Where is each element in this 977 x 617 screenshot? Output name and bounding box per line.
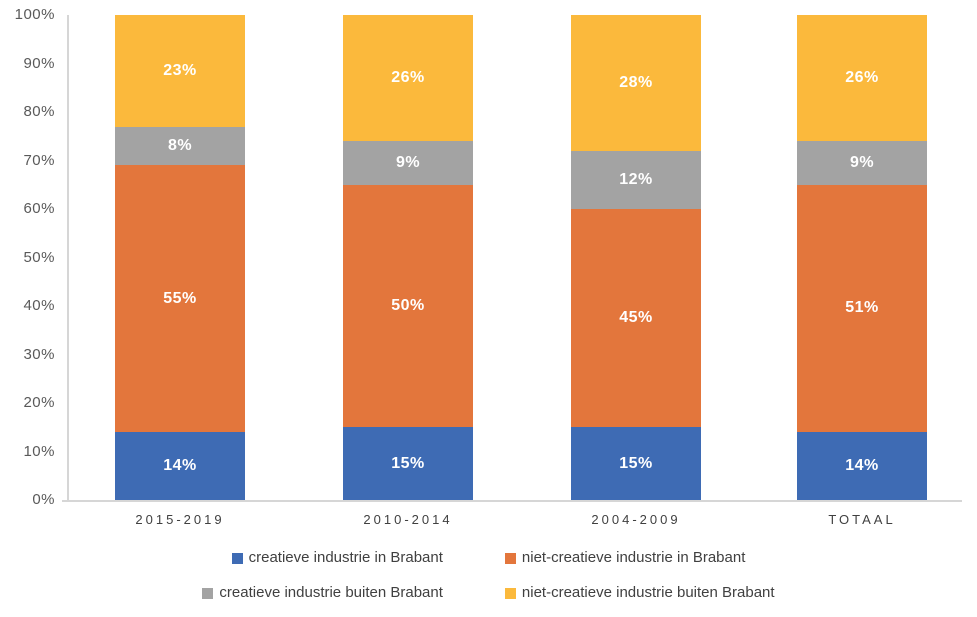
bar-data-label: 45% — [619, 309, 653, 327]
legend-item-series-1: creatieve industrie in Brabant — [231, 547, 443, 569]
bar-data-label: 15% — [391, 454, 425, 472]
bar-data-label: 26% — [391, 69, 425, 87]
y-axis-tick-label: 70% — [23, 151, 55, 169]
bar-totaal: 14% 51% 9% 26% — [797, 15, 927, 500]
bar-segment-series-1: 15% — [343, 427, 473, 500]
bar-data-label: 8% — [167, 136, 193, 154]
bar-segment-series-4: 28% — [571, 15, 701, 151]
x-axis: 2015-2019 2010-2014 2004-2009 TOTAAL — [0, 509, 977, 531]
y-axis: 0% 10% 20% 30% 40% 50% 60% 70% 80% 90% 100% — [0, 6, 55, 508]
bar-data-label: 23% — [163, 61, 197, 79]
x-axis-category-label: 2004-2009 — [591, 512, 681, 527]
y-axis-tick-label: 100% — [14, 6, 55, 23]
bar-2004-2009: 15% 45% 12% 28% — [571, 15, 701, 500]
bar-segment-series-2: 55% — [115, 165, 245, 433]
plot-area: 14% 55% 8% 23% 15% 50% 9% 26% 15% 45% 12% 28% 14% 51%… — [62, 15, 962, 502]
legend-swatch-icon — [504, 552, 516, 564]
bar-data-label: 12% — [619, 170, 653, 188]
legend-label: creatieve industrie buiten Brabant — [219, 584, 443, 601]
bar-segment-series-3: 9% — [343, 141, 473, 185]
legend-item-series-3: creatieve industrie buiten Brabant — [202, 582, 443, 604]
y-axis-tick-label: 50% — [23, 248, 55, 266]
legend-row-1: creatieve industrie in Brabant niet-creat… — [0, 547, 977, 569]
x-axis-category-label: 2015-2019 — [135, 512, 225, 527]
y-axis-tick-label: 40% — [23, 297, 55, 314]
bar-segment-series-3: 12% — [571, 150, 701, 209]
bar-segment-series-1: 14% — [115, 432, 245, 500]
bar-data-label: 50% — [391, 297, 425, 314]
legend-label: creatieve industrie in Brabant — [248, 549, 443, 566]
bar-segment-series-1: 14% — [797, 432, 927, 500]
y-axis-tick-label: 60% — [23, 200, 55, 217]
y-axis-line — [67, 15, 69, 502]
legend-label: niet-creatieve industrie in Brabant — [521, 549, 746, 566]
legend-row-2: creatieve industrie buiten Brabant niet-c… — [0, 582, 977, 604]
bar-data-label: 55% — [163, 289, 197, 307]
bar-segment-series-4: 26% — [797, 15, 927, 142]
bar-segment-series-2: 45% — [571, 209, 701, 428]
bar-data-label: 15% — [619, 454, 653, 472]
legend-swatch-icon — [231, 552, 243, 564]
y-axis-tick-label: 80% — [23, 103, 55, 120]
x-axis-category-label: TOTAAL — [828, 512, 896, 527]
bar-data-label: 51% — [845, 299, 879, 317]
bar-data-label: 9% — [395, 153, 421, 171]
bar-data-label: 14% — [163, 457, 197, 475]
legend-item-series-2: niet-creatieve industrie in Brabant — [504, 547, 746, 569]
bar-segment-series-2: 51% — [797, 184, 927, 433]
bar-data-label: 28% — [619, 73, 653, 91]
bar-2015-2019: 14% 55% 8% 23% — [115, 15, 245, 500]
y-axis-tick-label: 0% — [32, 491, 55, 508]
legend-swatch-icon — [504, 587, 516, 599]
y-axis-tick-label: 30% — [23, 345, 55, 363]
bar-segment-series-1: 15% — [571, 427, 701, 500]
bar-segment-series-3: 8% — [115, 126, 245, 166]
bar-data-label: 9% — [849, 153, 875, 171]
bar-segment-series-3: 9% — [797, 141, 927, 185]
legend-item-series-4: niet-creatieve industrie buiten Brabant — [504, 582, 775, 604]
bar-segment-series-4: 23% — [115, 15, 245, 127]
y-axis-tick-label: 10% — [23, 442, 55, 460]
x-axis-line — [62, 500, 962, 502]
legend-label: niet-creatieve industrie buiten Brabant — [521, 584, 775, 601]
bar-segment-series-2: 50% — [343, 184, 473, 428]
bar-2010-2014: 15% 50% 9% 26% — [343, 15, 473, 500]
y-axis-tick-label: 90% — [23, 54, 55, 72]
bar-data-label: 14% — [845, 457, 879, 475]
x-axis-category-label: 2010-2014 — [363, 512, 453, 527]
legend-swatch-icon — [202, 587, 214, 599]
bar-data-label: 26% — [845, 69, 879, 87]
bar-segment-series-4: 26% — [343, 15, 473, 142]
y-axis-tick-label: 20% — [23, 394, 55, 411]
